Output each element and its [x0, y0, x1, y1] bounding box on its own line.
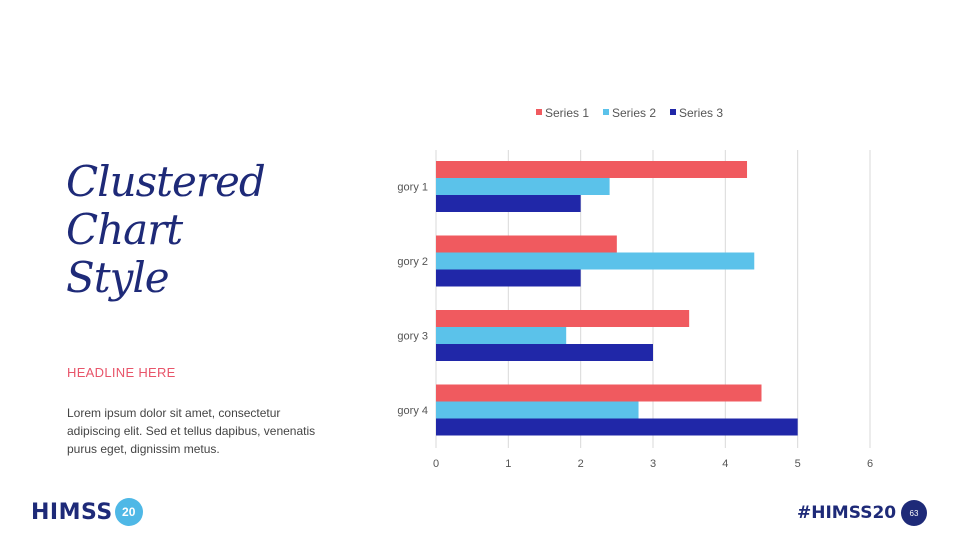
x-tick-label: 2: [578, 458, 584, 470]
bar-1-cat-1: [436, 161, 748, 178]
logo-text: HIMSS: [31, 499, 113, 525]
page-number: 63: [901, 500, 927, 526]
bar-3-cat-2: [436, 269, 581, 287]
x-tick-label: 5: [795, 458, 801, 470]
bar-1-cat-3: [436, 310, 690, 327]
legend-swatch-2: [603, 109, 609, 115]
bar-2-cat-1: [436, 178, 610, 195]
title-line-3: Style: [66, 253, 170, 302]
bar-3-cat-4: [436, 418, 798, 436]
bar-1-cat-2: [436, 235, 617, 253]
legend-swatch-1: [536, 109, 542, 115]
category-label: gory 4: [397, 405, 428, 417]
logo-badge: 20: [114, 498, 143, 526]
bar-1-cat-4: [436, 384, 762, 402]
legend-label-3: Series 3: [679, 106, 723, 120]
category-label: gory 1: [397, 182, 428, 194]
legend-swatch-3: [670, 109, 676, 115]
x-tick-label: 6: [867, 458, 873, 470]
title-line-1: Clustered: [66, 157, 266, 206]
category-label: gory 2: [397, 256, 428, 268]
hashtag: #HIMSS20: [797, 503, 897, 523]
body-text: Lorem ipsum dolor sit amet, consectetur …: [67, 406, 316, 456]
x-tick-label: 1: [505, 458, 511, 470]
himss-logo: HIMSS 20: [31, 497, 143, 527]
bar-2-cat-4: [436, 401, 639, 419]
category-label: gory 3: [397, 331, 428, 343]
title-line-2: Chart: [66, 205, 183, 254]
x-tick-label: 4: [722, 458, 728, 470]
bar-3-cat-3: [436, 344, 653, 361]
legend-label-1: Series 1: [545, 106, 589, 120]
x-tick-label: 3: [650, 458, 656, 470]
legend-label-2: Series 2: [612, 106, 656, 120]
slide-title: Clustered Chart Style: [66, 158, 326, 302]
x-tick-label: 0: [433, 458, 439, 470]
bar-2-cat-2: [436, 252, 755, 270]
bar-2-cat-3: [436, 327, 567, 344]
headline: HEADLINE HERE: [67, 365, 176, 380]
bar-3-cat-1: [436, 195, 581, 212]
